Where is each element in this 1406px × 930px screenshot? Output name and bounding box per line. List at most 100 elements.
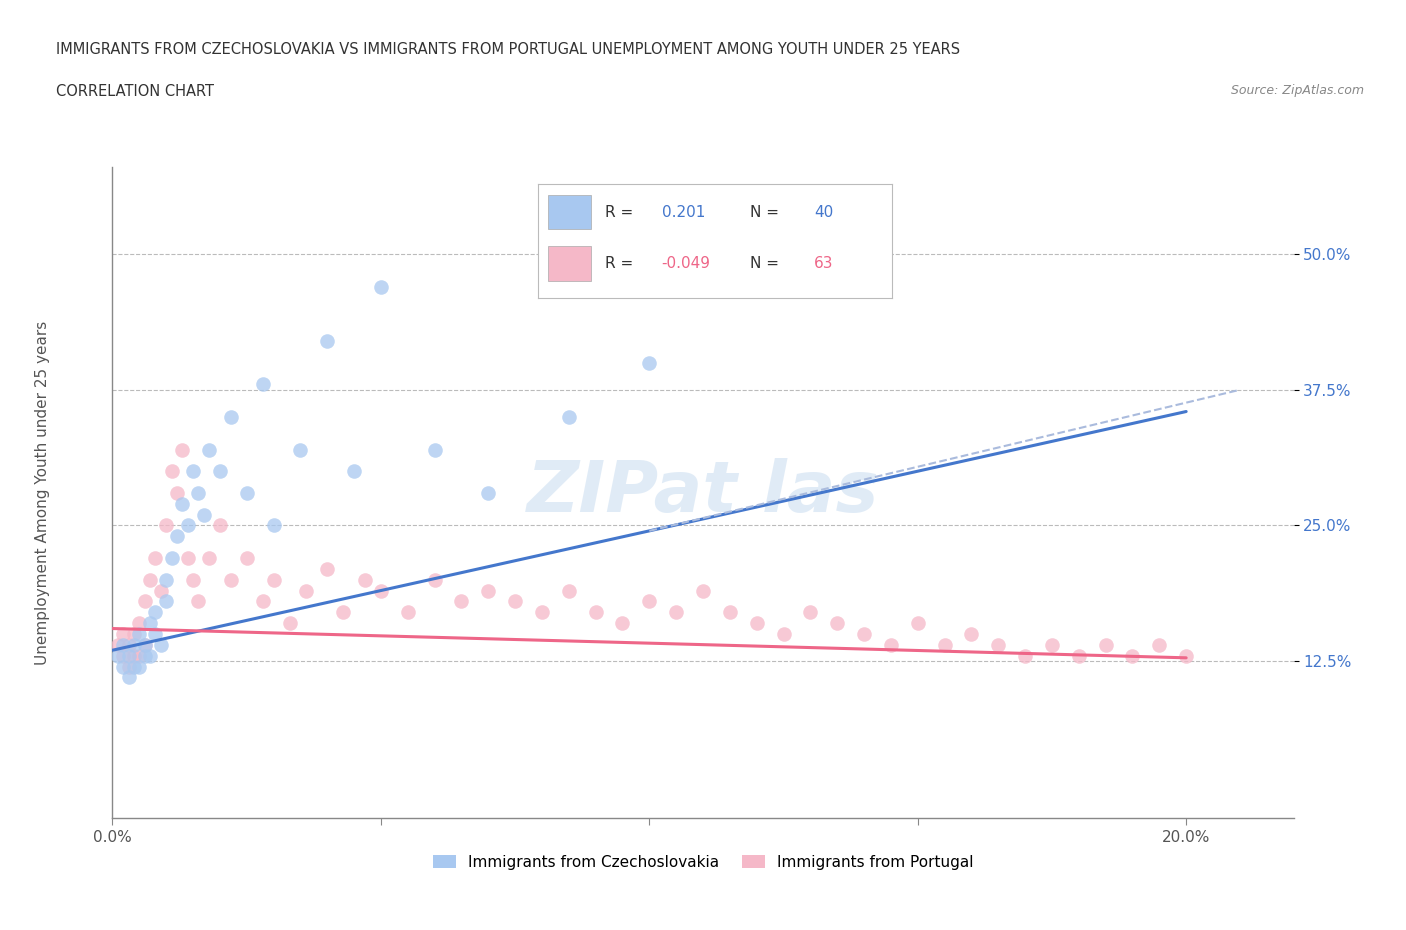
Point [187,485,209,500]
Point [235,485,257,500]
Point [181,572,204,587]
Point [139,572,162,587]
Point [160,464,183,479]
Point [423,572,446,587]
Point [263,572,285,587]
Point [370,583,392,598]
Point [155,572,177,587]
Point [1067,648,1090,663]
Point [987,637,1010,652]
Point [1175,648,1198,663]
Point [112,648,135,663]
Text: CORRELATION CHART: CORRELATION CHART [56,84,214,99]
Point [193,507,215,522]
Point [450,594,472,609]
Point [176,518,198,533]
Point [155,594,177,609]
Point [252,377,274,392]
Y-axis label: Unemployment Among Youth under 25 years: Unemployment Among Youth under 25 years [35,321,51,665]
Point [122,627,145,642]
Point [117,648,139,663]
Point [558,409,581,424]
Text: Source: ZipAtlas.com: Source: ZipAtlas.com [1230,84,1364,97]
Point [139,648,162,663]
Point [235,551,257,565]
Point [122,637,145,652]
Point [332,604,354,619]
Point [638,594,661,609]
Point [612,616,634,631]
Point [353,572,375,587]
Point [112,627,135,642]
Point [134,637,156,652]
Point [1040,637,1063,652]
Point [503,594,526,609]
Point [585,604,607,619]
Point [263,518,285,533]
Legend: Immigrants from Czechoslovakia, Immigrants from Portugal: Immigrants from Czechoslovakia, Immigran… [426,848,980,876]
Point [772,627,794,642]
Point [558,583,581,598]
Point [117,670,139,684]
Point [316,562,339,577]
Point [960,627,983,642]
Point [396,604,419,619]
Point [219,572,242,587]
Point [934,637,956,652]
Point [145,551,167,565]
Point [252,594,274,609]
Point [122,648,145,663]
Point [638,355,661,370]
Point [107,637,129,652]
Point [825,616,848,631]
Point [370,279,392,294]
Point [1121,648,1143,663]
Point [745,269,768,284]
Point [128,616,150,631]
Point [290,442,312,457]
Point [187,594,209,609]
Point [128,648,150,663]
Point [907,616,929,631]
Point [316,334,339,349]
Point [117,659,139,674]
Point [1014,648,1036,663]
Point [745,616,768,631]
Point [880,637,903,652]
Point [117,637,139,652]
Point [294,583,316,598]
Point [149,637,172,652]
Point [278,616,301,631]
Point [1149,637,1171,652]
Point [172,497,194,512]
Point [208,518,231,533]
Point [166,529,188,544]
Point [343,464,366,479]
Point [219,409,242,424]
Point [145,604,167,619]
Point [112,659,135,674]
Point [160,551,183,565]
Point [128,627,150,642]
Text: IMMIGRANTS FROM CZECHOSLOVAKIA VS IMMIGRANTS FROM PORTUGAL UNEMPLOYMENT AMONG YO: IMMIGRANTS FROM CZECHOSLOVAKIA VS IMMIGR… [56,42,960,57]
Point [198,442,221,457]
Point [149,583,172,598]
Point [128,659,150,674]
Point [1094,637,1116,652]
Point [692,583,714,598]
Point [665,604,688,619]
Point [477,485,499,500]
Point [139,616,162,631]
Point [181,464,204,479]
Point [176,551,198,565]
Point [155,518,177,533]
Point [718,604,741,619]
Point [145,627,167,642]
Point [134,637,156,652]
Point [198,551,221,565]
Text: ZIPat las: ZIPat las [527,458,879,527]
Point [530,604,553,619]
Point [799,604,821,619]
Point [107,648,129,663]
Point [122,659,145,674]
